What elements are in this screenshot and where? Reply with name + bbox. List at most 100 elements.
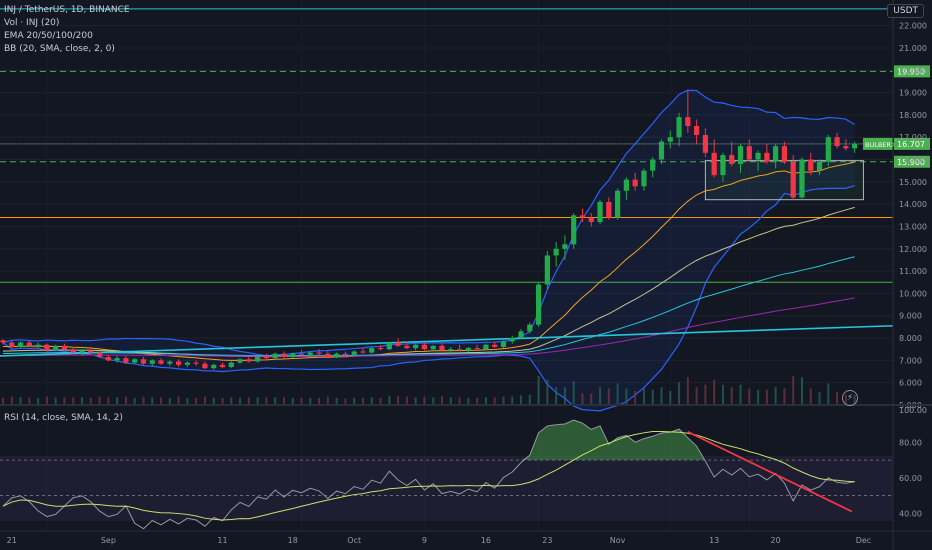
price-level-label: 15.900 [897,158,925,167]
volume-bar [195,397,198,405]
price-tick-label: 19.000 [899,89,927,98]
volume-bar [379,397,382,405]
rsi-tick-label: 100.00 [899,406,927,415]
time-tick-label: 11 [217,536,227,545]
rsi-line [2,419,855,530]
candle-body [316,352,322,354]
volume-bar [484,397,487,405]
time-tick-label: 9 [422,536,427,545]
volume-bar [423,396,426,405]
candle-body [588,217,594,223]
candle-body [35,344,41,346]
axes: 22.000 21.000 20.000 19.000 18.000 17.000 16.0… [7,22,927,545]
volume-bar [599,387,602,405]
lightning-icon[interactable]: ⚡ [842,390,858,406]
candle-body [562,244,568,249]
volume-bar [397,396,400,405]
volume-bar [318,397,321,405]
rsi-ma-line [2,430,855,521]
price-tick-label: 10.000 [899,289,927,298]
volume-bar [441,396,443,405]
bb-legend[interactable]: BB (20, SMA, close, 2, 0) [4,44,115,54]
volume-bar [177,396,180,405]
candle-body [816,161,823,171]
candle-body [509,338,515,342]
currency-badge[interactable]: USDT [887,4,924,18]
candle-body [167,361,173,364]
time-tick-label: 16 [481,536,491,545]
candle-body [255,357,261,362]
time-tick-label: 18 [288,536,298,545]
volume-bar [133,397,136,405]
price-tick-label: 20.000 [899,66,927,75]
candle-body [465,348,471,351]
volume-bar [800,377,803,405]
grid [0,25,893,406]
candle-body [237,359,243,363]
last-price-axis-bg [894,137,930,150]
volume-bar [344,398,347,405]
candle-body [483,344,489,350]
volume-bar [827,383,830,405]
candle-body [377,348,384,350]
support-box [704,160,864,201]
volume-bar [265,397,268,405]
candle-body [755,152,761,160]
rectangle-drawing[interactable] [704,160,864,201]
time-tick-label: 23 [542,536,552,545]
price-tick-label: 7.000 [899,356,922,365]
candle-body [825,137,831,162]
candle-body [281,353,287,358]
volume-legend[interactable]: Vol · INJ (20) [4,18,60,28]
volume-bar [142,396,145,405]
rsi-overbought-fill [3,420,855,461]
ema-50 [2,206,855,358]
volume-bar [309,397,312,405]
ema-200 [2,297,855,357]
candle-body [650,159,656,171]
candle-body [834,137,840,147]
volume-bar [335,397,338,405]
candle-body [211,364,217,369]
volume-bar [449,397,452,405]
volume-bar [493,397,496,405]
candle-body [632,179,638,187]
price-tick-label: 11.000 [899,267,927,276]
volume-bar [19,397,22,405]
candle-body [500,341,507,347]
price-tick-label: 6.000 [899,379,922,388]
candle-body [219,364,226,368]
price-tick-label: 22.000 [899,22,927,31]
rsi-legend[interactable]: RSI (14, close, SMA, 14, 2) [4,413,123,423]
volume-bar [116,397,119,405]
symbol-title[interactable]: INJ / TetherUS, 1D, BINANCE [4,5,130,15]
volume-bar [353,397,356,405]
volume-bar [607,388,610,405]
candle-body [448,349,454,351]
volume-bar [89,397,92,405]
candle-body [272,353,278,359]
candle-body [61,345,68,350]
candle-body [843,146,849,149]
volume-bar [28,397,31,405]
volume-bar [256,397,259,405]
candle-body [44,344,50,351]
volume-bars [2,376,856,405]
candle-body [26,342,32,346]
volume-bar [2,397,4,405]
volume-bar [124,396,127,405]
candles: BULBERX 16.707 [0,90,930,370]
last-price-tag [863,137,893,150]
volume-bar [168,397,171,405]
candle-body [140,359,147,364]
volume-bar [765,389,768,405]
candle-body [615,190,621,218]
candle-body [114,358,120,361]
candle-body [395,342,401,346]
volume-bar [695,387,698,405]
ema-legend[interactable]: EMA 20/50/100/200 [4,31,93,41]
volume-bar [818,392,821,405]
volume-bar [405,396,408,405]
volume-bar [203,396,206,405]
